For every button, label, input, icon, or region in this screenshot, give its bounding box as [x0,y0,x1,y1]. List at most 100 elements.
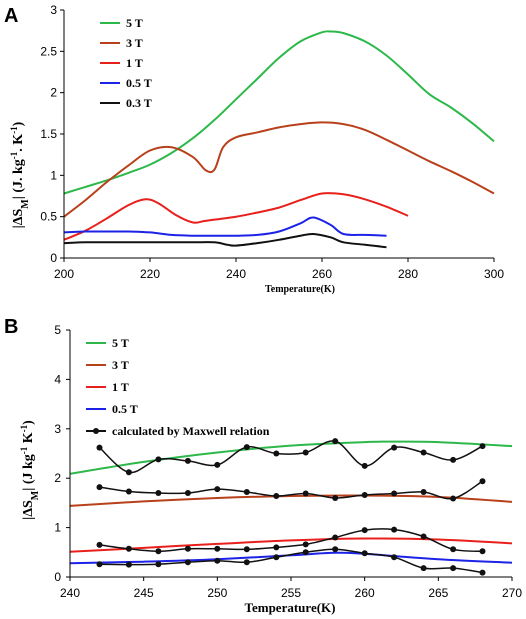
panel-a-series-5t [63,30,495,195]
panel-b-maxwell-point [332,534,339,541]
panel-b-maxwell-point [243,546,250,553]
panel-b-maxwell-point [273,493,280,499]
panel-b-legend-entry: 0.5 T [86,402,138,416]
panel-b-maxwell-point [243,444,250,451]
panel-b-maxwell-point [420,449,427,456]
panel-a-x-tick-label: 220 [140,267,160,281]
panel-a-y-tick-label: 1.5 [40,127,57,141]
panel-a-x-tick-label: 240 [226,267,246,281]
panel-b-x-tick-label: 260 [355,586,375,600]
panel-b-maxwell-point [479,443,486,450]
panel-b-maxwell-point [391,554,398,561]
panel-b-maxwell-point [96,444,103,451]
panel-b-maxwell-point [243,489,250,495]
panel-a-legend-entry: 1 T [100,56,143,70]
panel-a: A 200 220 240 260 280 300 0 0.5 1 1.5 2 2.5 3 Temper… [4,3,504,295]
panel-a-y-tick-label: 0.5 [40,210,57,224]
panel-b-maxwell-point [155,490,162,496]
panel-a-x-tick-label: 300 [484,267,504,281]
panel-b-maxwell-point [420,565,427,572]
panel-b: B 240 245 250 255 260 265 270 0 1 2 3 4 5 Temperatur… [4,316,522,615]
panel-b-series-3t [69,494,513,507]
panel-b-maxwell-point [155,561,162,568]
panel-b-maxwell-point [96,541,103,548]
panel-a-letter: A [4,5,18,27]
panel-b-maxwell-point [155,548,162,555]
panel-b-maxwell-point [184,559,191,566]
panel-a-series-1t [63,192,409,241]
panel-b-maxwell-point [155,456,162,463]
panel-a-y-tick-label: 2 [50,86,57,100]
panel-b-legend-marker [93,428,99,434]
panel-b-maxwell-point [302,490,309,497]
panel-b-maxwell-point [332,438,339,445]
panel-b-maxwell-point [96,561,103,568]
panel-b-y-axis-label: |ΔSM| (J kg-1 K-1) [19,420,41,520]
panel-a-series-3t [63,121,495,218]
panel-b-maxwell-point [96,484,103,491]
panel-b-legend-label: 5 T [112,336,129,350]
panel-b-maxwell-point [361,550,368,557]
panel-b-maxwell-point [361,492,368,498]
panel-b-legend: 5 T 3 T 1 T 0.5 T calculated by Maxwell rela… [86,336,270,438]
panel-b-maxwell-point [184,490,191,496]
panel-b-maxwell-point [450,565,457,572]
panel-b-maxwell-point [125,561,132,568]
panel-b-y-tick-label: 4 [54,372,61,386]
panel-b-x-tick-label: 245 [134,586,154,600]
panel-a-legend-label: 3 T [126,36,143,50]
panel-b-legend-label: 3 T [112,358,129,372]
panel-b-maxwell-point [214,486,221,493]
panel-b-maxwell-point [420,533,427,540]
panel-b-maxwell-point [391,526,398,533]
panel-b-y-tick-label: 1 [54,521,61,535]
panel-b-maxwell-point [214,557,221,564]
panel-b-maxwell-point [184,457,191,464]
panel-b-maxwell-point [125,488,132,495]
panel-a-y-axis-label: |ΔSM| (J. kg-1. K-1) [9,121,31,228]
panel-a-y-tick-label: 3 [50,3,57,17]
panel-a-legend-label: 0.3 T [126,96,152,110]
panel-b-legend-entry: 1 T [86,380,129,394]
panel-b-maxwell-point [361,527,368,534]
panel-b-y-tick-label: 2 [54,471,61,485]
panel-a-x-tick-label: 260 [312,267,332,281]
panel-b-maxwell-point [479,569,486,576]
panel-b-maxwell-point [302,549,309,556]
panel-a-legend-entry: 0.5 T [100,76,152,90]
panel-b-maxwell-point [450,495,457,502]
panel-b-maxwell-point [332,495,339,501]
panel-b-maxwell-point [214,545,221,552]
panel-b-x-tick-label: 270 [502,586,522,600]
panel-b-y-tick-label: 0 [54,570,61,584]
panel-a-y-tick-label: 2.5 [40,44,57,58]
panel-b-letter: B [4,316,18,338]
panel-a-legend-label: 0.5 T [126,76,152,90]
panel-b-maxwell-point [361,462,368,469]
panel-b-legend-entry: 3 T [86,358,129,372]
panel-b-maxwell-point [479,478,486,485]
panel-a-legend: 5 T 3 T 1 T 0.5 T 0.3 T [100,16,152,110]
panel-a-y-tick-label: 0 [50,251,57,265]
panel-b-maxwell-point [125,469,132,476]
panel-a-series-0p5t [63,216,387,237]
panel-a-x-tick-label: 280 [398,267,418,281]
panel-a-legend-entry: 0.3 T [100,96,152,110]
panel-b-maxwell-point [450,546,457,553]
panel-a-legend-entry: 3 T [100,36,143,50]
panel-b-maxwell-point [302,449,309,456]
panel-b-maxwell-point [243,559,250,566]
panel-a-series-0p3t [63,232,387,249]
panel-b-maxwell-point [450,456,457,463]
panel-b-maxwell-point [391,444,398,451]
panel-b-maxwell-point [332,546,339,553]
panel-b-maxwell-point [214,461,221,468]
panel-a-x-axis-label: Temperature(K) [265,284,335,295]
panel-b-maxwell-point [273,450,280,457]
panel-a-legend-label: 5 T [126,16,143,30]
panel-b-x-tick-label: 255 [281,586,301,600]
panel-a-y-tick-label: 1 [50,168,57,182]
panel-b-x-tick-label: 250 [207,586,227,600]
panel-b-maxwell-point [420,489,427,495]
